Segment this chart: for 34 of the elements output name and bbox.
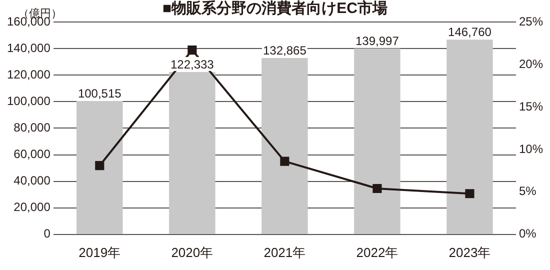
y2-tick-label: 5% — [518, 184, 537, 198]
point — [95, 161, 104, 170]
y-tick-label: 140,000 — [6, 40, 51, 55]
bar — [76, 100, 123, 234]
chart-title: ■物販系分野の消費者向けEC市場 — [162, 0, 388, 17]
bar — [262, 58, 308, 234]
x-tick-label: 2020年 — [171, 244, 214, 260]
y2-tick-label: 20% — [518, 56, 544, 71]
x-tick-label: 2022年 — [356, 244, 398, 260]
data-label: 139,997 — [356, 34, 400, 48]
x-tick-label: 2023年 — [448, 244, 491, 260]
y2-tick-label: 25% — [518, 14, 544, 28]
y-tick-label: 60,000 — [14, 147, 51, 162]
y-tick-label: 120,000 — [6, 67, 51, 82]
y-tick-label: 40,000 — [14, 174, 51, 188]
point — [188, 46, 197, 55]
data-label: 122,333 — [170, 57, 214, 72]
bar — [354, 48, 400, 234]
y2-tick-label: 15% — [518, 99, 544, 114]
y-tick-label: 0 — [44, 226, 51, 241]
x-tick-label: 2021年 — [264, 244, 306, 260]
point — [372, 184, 382, 194]
y-tick-label: 20,000 — [14, 200, 51, 214]
y2-tick-label: 10% — [518, 142, 544, 156]
data-label: 146,760 — [448, 24, 492, 39]
bar — [446, 40, 493, 234]
y-tick-label: 80,000 — [14, 120, 51, 135]
y2-tick-label: 0% — [518, 226, 537, 241]
point — [465, 189, 474, 198]
data-label: 100,515 — [78, 86, 122, 100]
point — [280, 156, 290, 166]
x-tick-label: 2019年 — [78, 244, 121, 260]
y-tick-label: 100,000 — [6, 94, 51, 108]
data-label: 132,865 — [262, 43, 307, 58]
